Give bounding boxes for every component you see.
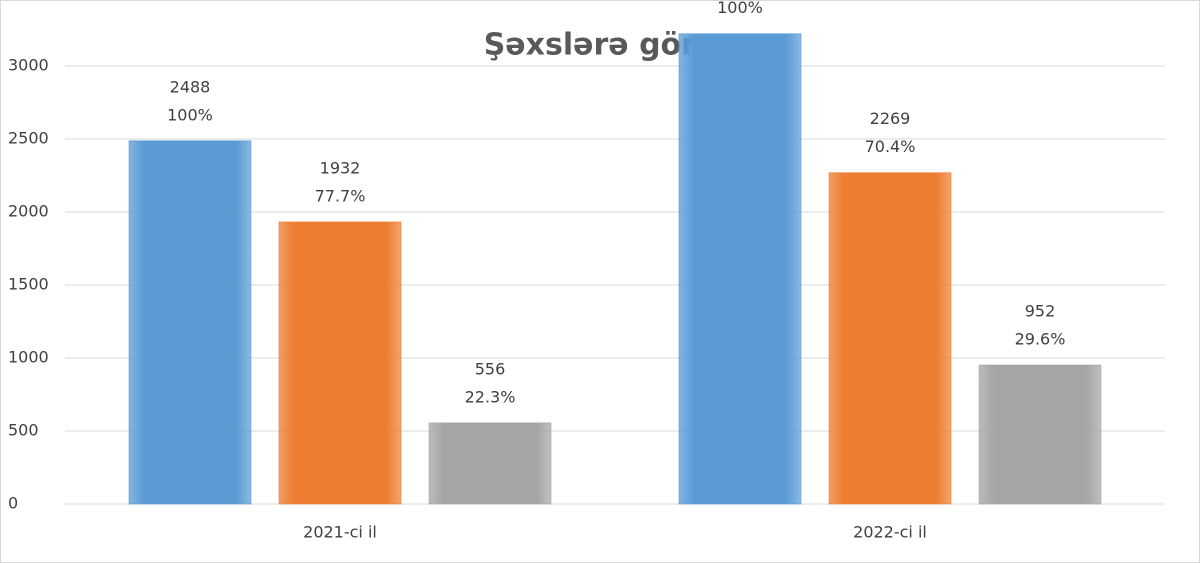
bar: [428, 422, 552, 505]
data-label: 556: [475, 359, 506, 378]
percent-label: 70.4%: [865, 137, 916, 156]
bar: [128, 140, 252, 505]
chart-title: Şəxslərə görə: [484, 28, 717, 63]
y-tick-label: 2000: [8, 202, 49, 221]
bar: [278, 221, 402, 505]
y-tick-label: 1500: [8, 275, 49, 294]
y-tick-label: 500: [8, 421, 39, 440]
y-tick-label: 1000: [8, 348, 49, 367]
data-label: 2488: [170, 77, 211, 96]
y-tick-label: 2500: [8, 129, 49, 148]
data-label: 952: [1025, 302, 1056, 321]
data-label: 1932: [320, 158, 361, 177]
percent-label: 22.3%: [465, 387, 516, 406]
data-label: 2269: [870, 109, 911, 128]
percent-label: 100%: [167, 105, 213, 124]
bar: [828, 172, 952, 505]
y-tick-label: 3000: [8, 56, 49, 75]
percent-label: 29.6%: [1015, 330, 1066, 349]
bar: [678, 33, 802, 505]
x-tick-label: 2021-ci il: [303, 523, 377, 542]
percent-label: 77.7%: [315, 186, 366, 205]
percent-label: 100%: [717, 0, 763, 17]
y-tick-label: 0: [8, 494, 18, 513]
bar: [978, 364, 1102, 505]
x-tick-label: 2022-ci il: [853, 523, 927, 542]
